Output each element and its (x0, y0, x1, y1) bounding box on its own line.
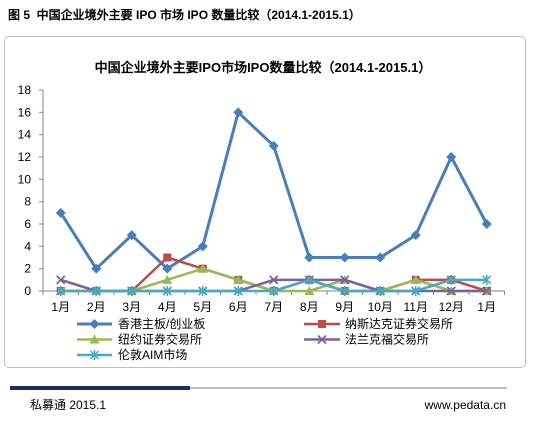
series-5-point (340, 286, 350, 296)
series-5-point (127, 286, 137, 296)
series-1-point (446, 152, 457, 162)
series-1-point (481, 219, 492, 229)
series-5-point (56, 286, 66, 296)
legend-label: 伦敦AIM市场 (118, 347, 187, 362)
figure-caption: 图 5 中国企业境外主要 IPO 市场 IPO 数量比较（2014.1-2015… (8, 8, 361, 22)
y-tick-label: 14 (18, 128, 32, 142)
y-tick-label: 2 (24, 262, 31, 276)
y-tick-label: 8 (24, 195, 31, 209)
chart-frame (4, 36, 526, 368)
legend-item-1: 香港主板/创业板 (77, 317, 205, 331)
series-1-point (91, 263, 102, 274)
y-tick-label: 12 (18, 150, 32, 164)
series-1-point (197, 241, 208, 252)
series-4-point (446, 286, 456, 296)
chart-title: 中国企业境外主要IPO市场IPO数量比较（2014.1-2015.1） (95, 60, 432, 75)
series-5-point (269, 286, 279, 296)
legend-label: 法兰克福交易所 (345, 332, 429, 347)
legend-label: 纽约证券交易所 (118, 332, 202, 347)
legend-swatch-marker (89, 350, 100, 360)
footer-divider (10, 386, 507, 390)
series-5-point (304, 274, 314, 285)
series-2-line (60, 256, 488, 293)
footer-divider-line (190, 387, 507, 389)
series-5-point (233, 286, 243, 296)
legend-swatch-marker (89, 319, 100, 329)
series-5-point (198, 286, 208, 296)
legend-label: 香港主板/创业板 (118, 317, 205, 331)
series-5-point (91, 286, 101, 296)
x-tick-label: 2月 (87, 300, 106, 314)
footer-website: www.pedata.cn (424, 398, 506, 412)
series-4-point (56, 275, 66, 285)
x-tick-label: 1月 (477, 300, 496, 314)
series-1 (55, 107, 492, 274)
y-tick-label: 4 (24, 239, 31, 253)
legend-item-4: 法兰克福交易所 (304, 332, 429, 347)
x-tick-label: 7月 (264, 300, 283, 314)
legend-swatch-marker (318, 320, 326, 328)
series-1-point (268, 140, 279, 151)
series-1-point (304, 252, 315, 263)
series-5-point (411, 286, 421, 296)
x-tick-label: 5月 (193, 300, 212, 314)
series-5-point (482, 274, 492, 285)
x-tick-label: 8月 (300, 300, 319, 314)
series-1-point (162, 263, 173, 274)
legend-swatch-marker (317, 334, 327, 345)
legend-item-3: 纽约证券交易所 (77, 332, 202, 347)
x-tick-label: 12月 (439, 300, 464, 314)
series-3-point (304, 286, 315, 295)
series-3-point (233, 274, 244, 284)
legend-label: 纳斯达克证券交易所 (345, 316, 453, 331)
footer-source: 私募通 2015.1 (30, 398, 107, 412)
series-3-point (410, 274, 421, 284)
x-tick-label: 4月 (158, 300, 177, 314)
footer-divider-accent (10, 386, 190, 390)
y-tick-label: 6 (24, 217, 31, 231)
x-tick-label: 10月 (368, 300, 393, 314)
x-tick-label: 3月 (122, 300, 141, 314)
series-1-point (233, 107, 244, 118)
y-tick-label: 10 (18, 172, 32, 186)
series-5-point (446, 274, 456, 285)
series-5-point (375, 286, 385, 296)
x-tick-label: 1月 (51, 300, 70, 314)
series-layer (55, 107, 492, 296)
series-2-point (163, 253, 172, 262)
series-1-point (55, 207, 66, 218)
legend-item-2: 纳斯达克证券交易所 (304, 316, 453, 331)
y-tick-label: 18 (18, 83, 32, 97)
series-4-point (482, 286, 492, 296)
x-tick-label: 6月 (229, 300, 248, 314)
series-1-point (339, 252, 350, 263)
legend-item-5: 伦敦AIM市场 (77, 347, 187, 362)
y-tick-label: 0 (24, 284, 31, 298)
series-1-line (59, 110, 489, 271)
series-5-point (162, 286, 172, 296)
x-tick-label: 9月 (335, 300, 354, 314)
series-3-point (162, 274, 173, 284)
series-1-point (410, 230, 421, 241)
y-tick-label: 16 (18, 105, 32, 119)
series-4-point (340, 275, 350, 285)
series-1-point (126, 230, 137, 241)
series-3-point (197, 263, 208, 273)
series-5 (56, 274, 492, 296)
legend-swatch-marker (89, 334, 100, 344)
series-4-point (269, 275, 279, 285)
x-tick-label: 11月 (404, 300, 428, 314)
series-1-point (375, 252, 386, 263)
